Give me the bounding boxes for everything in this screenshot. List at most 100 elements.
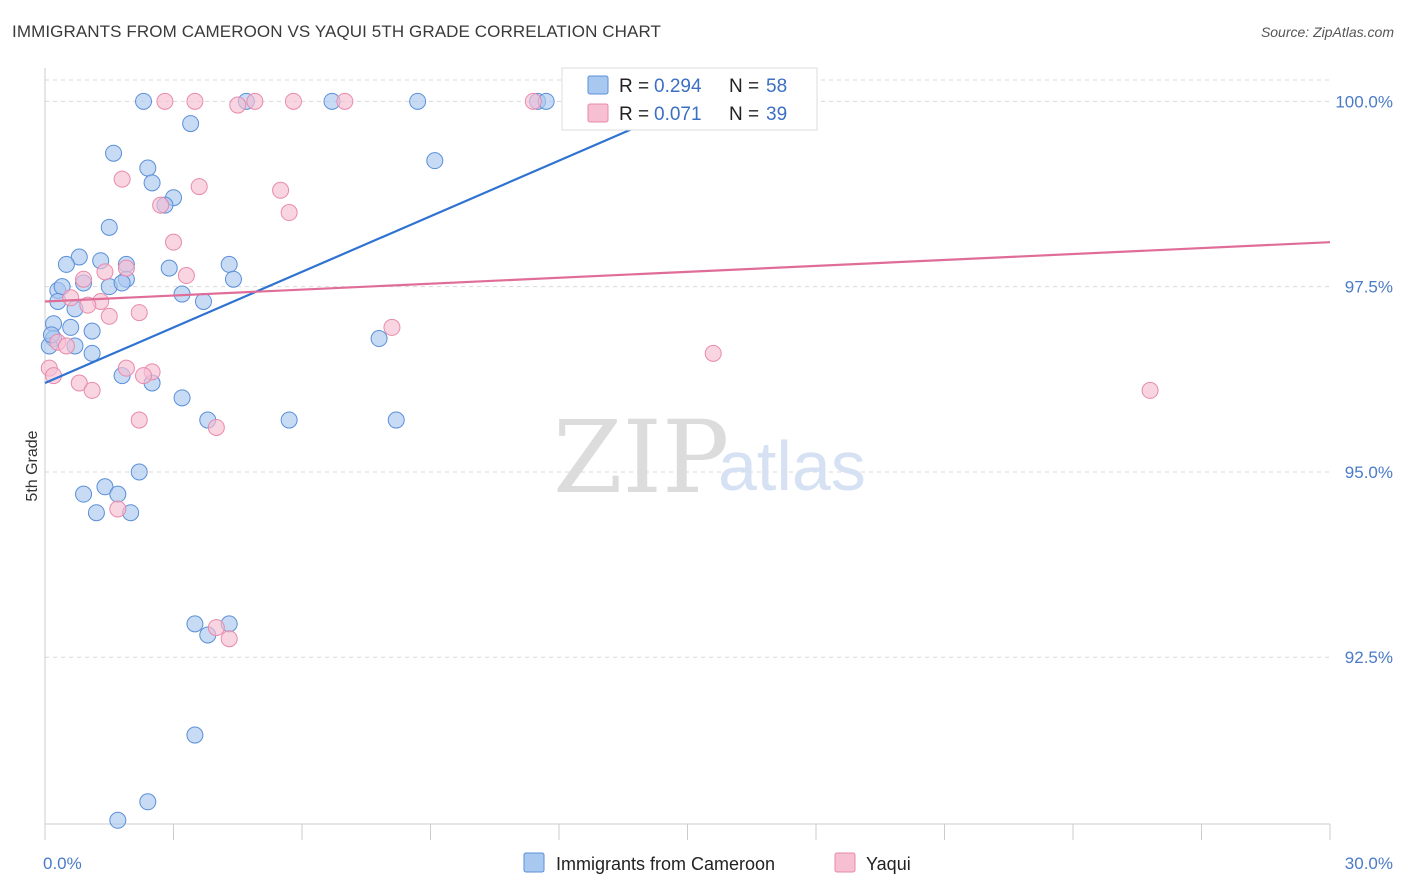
data-point <box>220 255 238 273</box>
data-point <box>186 726 204 744</box>
data-point <box>194 292 212 310</box>
axes <box>44 68 1331 840</box>
data-point <box>79 296 97 314</box>
trendline <box>44 241 1331 303</box>
data-point <box>117 259 135 277</box>
data-point <box>229 96 247 114</box>
data-point <box>109 500 127 518</box>
data-point <box>370 330 388 348</box>
data-point <box>70 374 88 392</box>
legend-n-label-cameroon: N = <box>729 76 759 97</box>
data-point <box>207 418 225 436</box>
data-point <box>383 318 401 336</box>
data-point <box>87 504 105 522</box>
data-point <box>152 196 170 214</box>
series-yaqui-points <box>40 92 1159 648</box>
data-point <box>284 92 302 110</box>
data-point <box>224 270 242 288</box>
bottom-legend-swatch-yaqui <box>834 852 856 873</box>
data-point <box>100 307 118 325</box>
legend: R = 0.294 N = 58 R = 0.071 N = 39 <box>561 67 818 131</box>
legend-r-label-cameroon: R = <box>619 76 649 97</box>
data-point <box>156 92 174 110</box>
data-point <box>143 174 161 192</box>
data-point <box>57 337 75 355</box>
data-point <box>75 270 93 288</box>
data-point <box>207 619 225 637</box>
data-point <box>70 248 88 266</box>
gridlines <box>45 79 1330 658</box>
data-point <box>130 463 148 481</box>
data-point <box>246 92 264 110</box>
data-point <box>177 267 195 285</box>
bottom-legend-swatch-cameroon <box>523 852 545 873</box>
data-point <box>524 92 542 110</box>
y-tick-labels: 92.5% 95.0% 97.5% 100.0% <box>1335 92 1393 667</box>
bottom-legend: Immigrants from Cameroon Yaqui <box>523 852 911 874</box>
data-point <box>100 218 118 236</box>
y-tick-label: 92.5% <box>1345 648 1393 667</box>
data-point <box>57 255 75 273</box>
source-credit: Source: ZipAtlas.com <box>1260 24 1394 40</box>
data-point <box>75 485 93 503</box>
legend-n-value-cameroon: 58 <box>766 76 787 97</box>
data-point <box>173 389 191 407</box>
data-point <box>280 411 298 429</box>
data-point <box>190 178 208 196</box>
data-point <box>186 615 204 633</box>
data-point <box>109 485 127 503</box>
data-point <box>105 144 123 162</box>
trendlines <box>44 104 1331 385</box>
data-point <box>220 630 238 648</box>
data-point <box>409 92 427 110</box>
x-tick-labels: 0.0% 30.0% <box>43 854 1393 873</box>
data-point <box>83 344 101 362</box>
data-point <box>117 359 135 377</box>
data-point <box>182 115 200 133</box>
data-point <box>272 181 290 199</box>
data-point <box>426 152 444 170</box>
watermark-atlas: atlas <box>718 427 866 505</box>
legend-n-value-yaqui: 39 <box>766 104 787 125</box>
data-point <box>160 259 178 277</box>
x-tick-label: 30.0% <box>1345 854 1393 873</box>
bottom-legend-label-cameroon: Immigrants from Cameroon <box>556 854 775 874</box>
y-tick-label: 100.0% <box>1335 92 1393 111</box>
data-point <box>83 322 101 340</box>
data-point <box>1141 381 1159 399</box>
data-point <box>135 92 153 110</box>
legend-swatch-cameroon <box>587 75 609 95</box>
legend-r-value-cameroon: 0.294 <box>654 76 702 97</box>
series-cameroon-points <box>40 92 555 829</box>
data-point <box>62 318 80 336</box>
data-point <box>83 381 101 399</box>
data-point <box>109 811 127 829</box>
data-point <box>96 263 114 281</box>
y-tick-label: 97.5% <box>1345 278 1393 297</box>
y-tick-label: 95.0% <box>1345 463 1393 482</box>
data-point <box>336 92 354 110</box>
legend-r-value-yaqui: 0.071 <box>654 104 702 125</box>
data-point <box>704 344 722 362</box>
watermark: ZIP atlas <box>553 399 866 516</box>
data-point <box>387 411 405 429</box>
data-point <box>186 92 204 110</box>
data-point <box>113 274 131 292</box>
data-point <box>139 793 157 811</box>
data-point <box>130 304 148 322</box>
data-point <box>280 204 298 222</box>
bottom-legend-label-yaqui: Yaqui <box>866 854 911 874</box>
chart-title: IMMIGRANTS FROM CAMEROON VS YAQUI 5TH GR… <box>12 22 662 41</box>
y-axis-label: 5th Grade <box>24 430 41 501</box>
data-point <box>96 478 114 496</box>
data-point <box>113 170 131 188</box>
data-point <box>135 367 153 385</box>
data-point <box>139 159 157 177</box>
data-point <box>62 289 80 307</box>
legend-r-label-yaqui: R = <box>619 104 649 125</box>
trendline <box>44 104 688 385</box>
data-point <box>130 411 148 429</box>
data-point <box>165 233 182 251</box>
legend-n-label-yaqui: N = <box>729 104 759 125</box>
